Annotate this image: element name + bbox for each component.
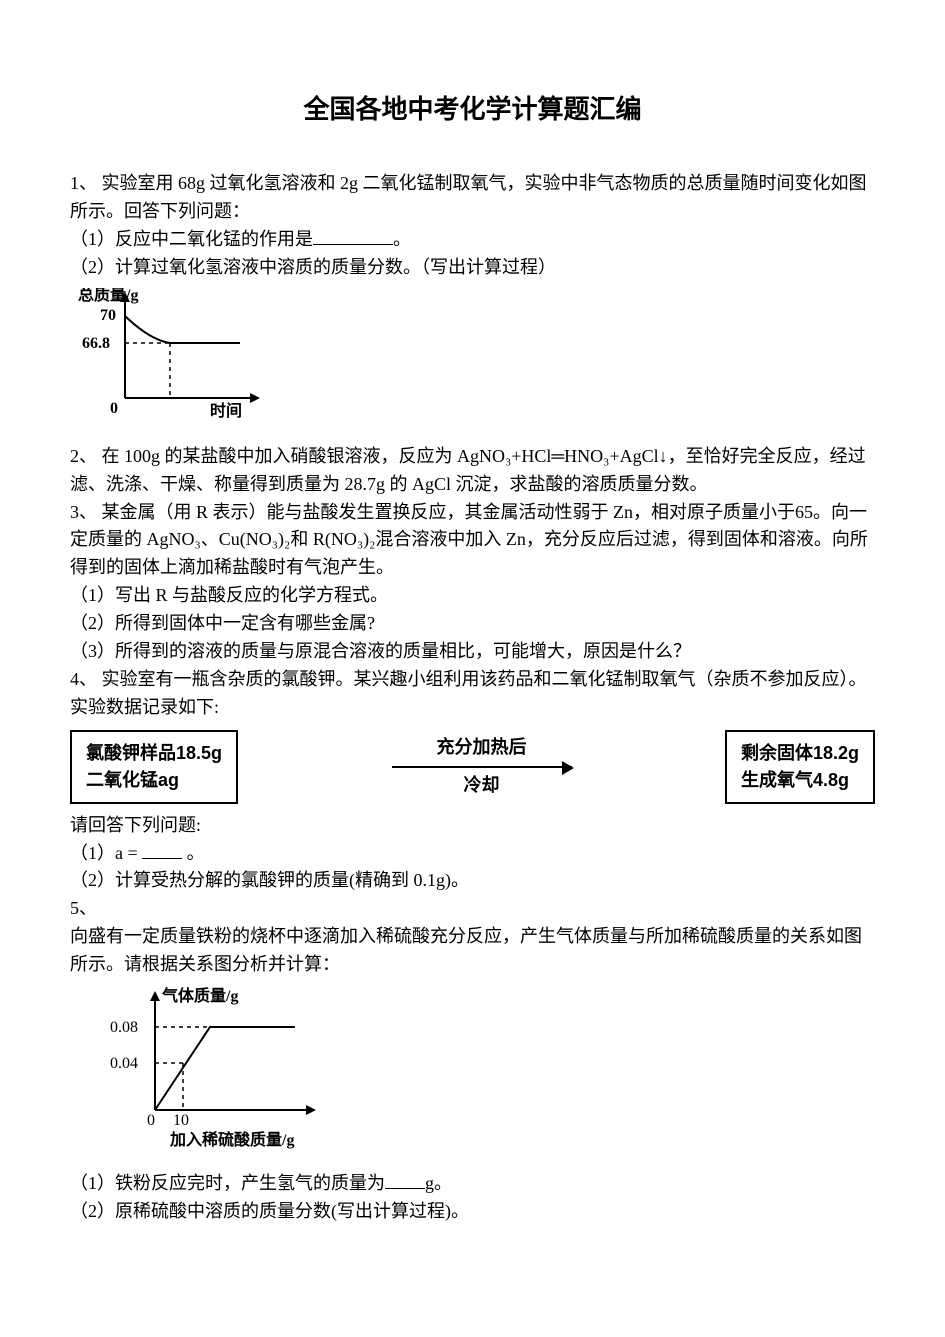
q1-stem: 1、 实验室用 68g 过氧化氢溶液和 2g 二氧化锰制取氧气，实验中非气态物质… — [70, 170, 875, 226]
q5-sub1-prefix: （1）铁粉反应完时，产生氢气的质量为 — [70, 1173, 385, 1193]
q1-ylabel: 总质量/g — [78, 288, 138, 304]
q4-arrow: 充分加热后 冷却 — [248, 734, 715, 800]
q1-sub1-prefix: （1）反应中二氧化锰的作用是 — [70, 229, 313, 249]
q5-chart-svg: 气体质量/g 0.08 0.04 0 10 加入稀硫酸质量/g — [100, 985, 330, 1155]
arrow-icon — [392, 766, 572, 768]
q5-xtick-0: 0 — [147, 1112, 155, 1129]
q3-stem: 3、 某金属（用 R 表示）能与盐酸发生置换反应，其金属活动性弱于 Zn，相对原… — [70, 499, 875, 583]
q5-stem: 向盛有一定质量铁粉的烧杯中逐滴加入稀硫酸充分反应，产生气体质量与所加稀硫酸质量的… — [70, 923, 875, 979]
q4-left-l2: 二氧化锰ag — [86, 767, 222, 794]
q1-ytick-1: 66.8 — [82, 335, 110, 352]
q5-sub1-suffix: g。 — [425, 1173, 452, 1193]
q4-flow: 氯酸钾样品18.5g 二氧化锰ag 充分加热后 冷却 剩余固体18.2g 生成氧… — [70, 730, 875, 804]
q4-sub2: （2）计算受热分解的氯酸钾的质量(精确到 0.1g)。 — [70, 867, 875, 895]
q4-right-l2: 生成氧气4.8g — [741, 767, 859, 794]
q1-ytick-0: 70 — [100, 307, 116, 324]
q1-sub1-suffix: 。 — [393, 229, 411, 249]
q4-arrow-top: 充分加热后 — [437, 734, 527, 762]
q1-sub2: （2）计算过氧化氢溶液中溶质的质量分数。（写出计算过程） — [70, 254, 875, 282]
document-page: 全国各地中考化学计算题汇编 1、 实验室用 68g 过氧化氢溶液和 2g 二氧化… — [0, 0, 945, 1286]
blank-field — [385, 1170, 425, 1189]
q1-origin: 0 — [110, 400, 118, 417]
q2-stem: 2、 在 100g 的某盐酸中加入硝酸银溶液，反应为 AgNO₃+HCl═HNO… — [70, 443, 875, 499]
q1-xlabel: 时间 — [210, 401, 242, 420]
q4-sub1: （1）a = 。 — [70, 840, 875, 868]
q3-sub2: （2）所得到固体中一定含有哪些金属? — [70, 610, 875, 638]
blank-field — [142, 840, 182, 859]
q5-ytick-0: 0.08 — [110, 1019, 138, 1036]
q1-chart: 总质量/g 70 66.8 0 时间 — [70, 288, 875, 437]
blank-field — [313, 226, 393, 245]
q4-arrow-bottom: 冷却 — [464, 772, 500, 800]
q5-num: 5、 — [70, 895, 875, 923]
q1-sub1: （1）反应中二氧化锰的作用是 。 — [70, 226, 875, 254]
q4-sub1-suffix: 。 — [187, 843, 205, 863]
q4-sub1-prefix: （1）a = — [70, 843, 138, 863]
page-title: 全国各地中考化学计算题汇编 — [70, 90, 875, 130]
q1-chart-svg: 总质量/g 70 66.8 0 时间 — [70, 288, 270, 428]
q5-xlabel: 加入稀硫酸质量/g — [169, 1130, 294, 1149]
q5-ylabel: 气体质量/g — [161, 986, 238, 1005]
q4-stem: 4、 实验室有一瓶含杂质的氯酸钾。某兴趣小组利用该药品和二氧化锰制取氧气（杂质不… — [70, 666, 875, 722]
q3-sub3: （3）所得到的溶液的质量与原混合溶液的质量相比，可能增大，原因是什么？ — [70, 638, 875, 666]
q4-flow-left: 氯酸钾样品18.5g 二氧化锰ag — [70, 730, 238, 804]
q4-flow-right: 剩余固体18.2g 生成氧气4.8g — [725, 730, 875, 804]
q5-sub2: （2）原稀硫酸中溶质的质量分数(写出计算过程)。 — [70, 1198, 875, 1226]
q4-left-l1: 氯酸钾样品18.5g — [86, 740, 222, 767]
q5-xtick-1: 10 — [173, 1112, 189, 1129]
q4-right-l1: 剩余固体18.2g — [741, 740, 859, 767]
q4-after: 请回答下列问题: — [70, 812, 875, 840]
q5-chart: 气体质量/g 0.08 0.04 0 10 加入稀硫酸质量/g — [100, 985, 875, 1164]
q3-sub1: （1）写出 R 与盐酸反应的化学方程式。 — [70, 582, 875, 610]
q5-sub1: （1）铁粉反应完时，产生氢气的质量为 g。 — [70, 1170, 875, 1198]
q5-ytick-1: 0.04 — [110, 1055, 138, 1072]
